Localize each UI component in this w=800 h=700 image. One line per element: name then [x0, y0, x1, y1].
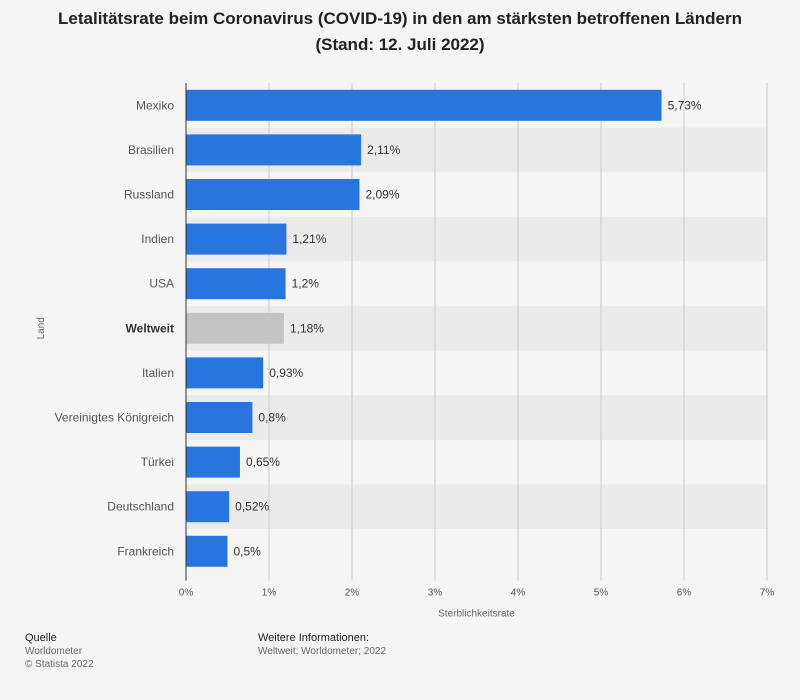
category-label: Frankreich [117, 544, 174, 558]
row-stripe [186, 395, 767, 440]
x-tick-label: 4% [511, 588, 526, 599]
info-heading: Weitere Informationen: [258, 632, 370, 644]
category-label: Brasilien [128, 143, 174, 157]
bar [186, 134, 362, 166]
chart-title-line2: (Stand: 12. Juli 2022) [315, 35, 485, 54]
data-label: 0,93% [269, 366, 303, 380]
y-axis-title: Land [36, 317, 47, 339]
bar [186, 535, 228, 567]
category-label: Russland [124, 188, 174, 202]
copyright: © Statista 2022 [25, 659, 94, 670]
chart-title-line1: Letalitätsrate beim Coronavirus (COVID-1… [58, 9, 742, 28]
source-block: Quelle Worldometer © Statista 2022 [25, 631, 94, 671]
category-label: Weltweit [126, 321, 174, 335]
category-label: Indien [141, 232, 174, 246]
data-label: 0,52% [235, 500, 269, 514]
category-label: Türkei [141, 455, 174, 469]
data-label: 1,2% [292, 277, 320, 291]
bar [186, 402, 253, 433]
data-label: 1,21% [292, 232, 326, 246]
data-label: 5,73% [668, 98, 702, 112]
row-stripe [186, 484, 767, 529]
bar [186, 312, 284, 344]
data-label: 1,18% [290, 321, 324, 335]
category-label: Vereinigtes Königreich [55, 411, 174, 425]
bar [186, 491, 230, 523]
info-block: Weitere Informationen: Weltweit; Worldom… [258, 631, 386, 658]
bar [186, 268, 286, 300]
bar [186, 446, 240, 478]
x-axis-title: Sterblichkeitsrate [438, 609, 515, 620]
data-label: 2,09% [365, 188, 399, 202]
category-label: Mexiko [136, 98, 174, 112]
data-label: 2,11% [367, 143, 400, 157]
source-heading: Quelle [25, 632, 57, 644]
category-label: Deutschland [107, 500, 174, 514]
x-tick-label: 5% [594, 588, 609, 599]
x-tick-label: 7% [760, 588, 775, 599]
x-tick-label: 1% [262, 588, 277, 599]
data-label: 0,65% [246, 455, 280, 469]
chart-title: Letalitätsrate beim Coronavirus (COVID-1… [0, 6, 800, 58]
category-label: USA [149, 277, 174, 291]
source-name: Worldometer [25, 646, 83, 657]
bar [186, 223, 287, 255]
x-tick-label: 0% [179, 588, 194, 599]
category-label: Italien [142, 366, 174, 380]
data-label: 0,8% [258, 411, 286, 425]
x-tick-label: 6% [677, 588, 692, 599]
info-text: Weltweit; Worldometer; 2022 [258, 646, 387, 657]
bar [186, 357, 264, 389]
data-label: 0,5% [234, 544, 262, 558]
bar [186, 89, 662, 121]
bar [186, 179, 360, 210]
x-tick-label: 2% [345, 588, 360, 599]
x-tick-label: 3% [428, 588, 443, 599]
